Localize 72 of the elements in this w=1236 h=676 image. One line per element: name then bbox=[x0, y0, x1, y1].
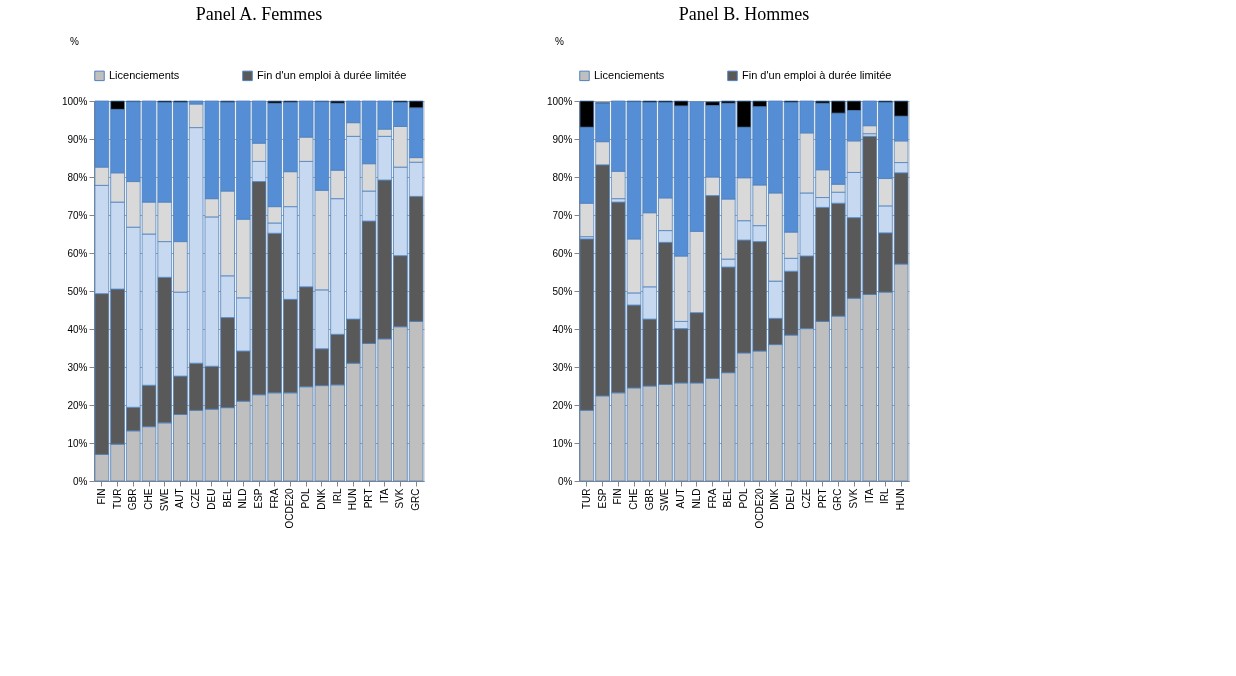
x-tick-label: TUR bbox=[580, 488, 592, 510]
legend-label: Fin d'un emploi à durée limitée bbox=[257, 68, 407, 81]
x-tick-label: SWE bbox=[158, 488, 170, 512]
legend-label: Licenciements bbox=[594, 68, 665, 81]
x-tick-label: AUT bbox=[675, 488, 687, 509]
legend-label: Licenciements bbox=[109, 68, 180, 81]
y-tick-label: 100% bbox=[546, 95, 573, 107]
x-tick-label: SVK bbox=[848, 488, 859, 509]
x-tick-label: ESP bbox=[253, 488, 264, 509]
x-tick-label: CZE bbox=[190, 488, 202, 509]
y-tick-label: 70% bbox=[67, 209, 88, 221]
x-tick-label: FRA bbox=[706, 488, 718, 509]
y-tick-label: 90% bbox=[552, 133, 573, 145]
y-tick-label: 20% bbox=[552, 399, 573, 411]
x-tick-label: OCDE20 bbox=[284, 488, 296, 529]
x-tick-label: POL bbox=[300, 488, 312, 509]
y-tick-label: 60% bbox=[552, 247, 573, 259]
y-tick-label: 80% bbox=[552, 171, 573, 183]
x-tick-label: BEL bbox=[221, 488, 233, 508]
x-tick-label: FIN bbox=[612, 488, 624, 505]
x-tick-label: GRC bbox=[832, 488, 844, 511]
x-tick-label: ITA bbox=[378, 488, 390, 504]
x-tick-label: TUR bbox=[111, 488, 123, 510]
x-tick-label: HUN bbox=[347, 488, 359, 511]
x-tick-label: PRT bbox=[363, 488, 374, 509]
y-tick-label: 0% bbox=[558, 475, 573, 487]
x-tick-label: POL bbox=[738, 488, 749, 509]
x-tick-label: IRL bbox=[879, 488, 891, 505]
x-tick-label: ITA bbox=[863, 488, 875, 504]
chart-title: Panel B. Hommes bbox=[678, 4, 810, 24]
x-tick-label: FRA bbox=[268, 488, 280, 509]
y-tick-label: 70% bbox=[552, 209, 573, 221]
y-tick-label: 30% bbox=[67, 361, 88, 373]
x-tick-label: DEU bbox=[785, 488, 797, 510]
y-tick-label: 40% bbox=[552, 323, 573, 335]
y-tick-label: 90% bbox=[67, 133, 88, 145]
y-tick-label: 0% bbox=[73, 475, 88, 487]
x-tick-label: SVK bbox=[394, 488, 406, 509]
chart-title: Panel A. Femmes bbox=[195, 4, 323, 24]
x-tick-label: NLD bbox=[690, 488, 702, 509]
x-tick-label: HUN bbox=[895, 488, 907, 511]
x-tick-label: CZE bbox=[800, 488, 812, 509]
y-tick-label: 50% bbox=[552, 285, 573, 297]
y-tick-label: 40% bbox=[67, 323, 88, 335]
x-tick-label: OCDE20 bbox=[753, 488, 765, 529]
x-tick-label: IRL bbox=[331, 488, 343, 505]
x-tick-label: PRT bbox=[816, 488, 828, 509]
x-tick-label: ESP bbox=[596, 488, 608, 509]
legend-label: Fin d'un emploi à durée limitée bbox=[742, 68, 892, 81]
x-tick-label: GBR bbox=[127, 488, 139, 511]
x-tick-label: DNK bbox=[315, 488, 327, 510]
x-tick-label: GBR bbox=[643, 488, 655, 511]
y-tick-label: 10% bbox=[552, 437, 573, 449]
x-tick-label: DEU bbox=[205, 488, 217, 510]
y-axis-title: % bbox=[70, 35, 80, 47]
x-tick-label: GRC bbox=[410, 488, 422, 511]
x-tick-label: CHE bbox=[628, 488, 639, 510]
y-tick-label: 60% bbox=[67, 247, 88, 259]
y-tick-label: 30% bbox=[552, 361, 573, 373]
y-tick-label: 80% bbox=[67, 171, 88, 183]
y-tick-label: 50% bbox=[67, 285, 88, 297]
y-tick-label: 100% bbox=[61, 95, 88, 107]
x-tick-label: FIN bbox=[95, 488, 107, 505]
y-tick-label: 10% bbox=[67, 437, 88, 449]
x-tick-label: BEL bbox=[722, 488, 734, 508]
x-tick-label: DNK bbox=[769, 488, 781, 510]
x-tick-label: AUT bbox=[174, 488, 186, 509]
x-tick-label: SWE bbox=[659, 488, 671, 512]
y-tick-label: 20% bbox=[67, 399, 88, 411]
x-tick-label: CHE bbox=[143, 488, 154, 510]
x-tick-label: NLD bbox=[237, 488, 249, 509]
y-axis-title: % bbox=[555, 35, 565, 47]
